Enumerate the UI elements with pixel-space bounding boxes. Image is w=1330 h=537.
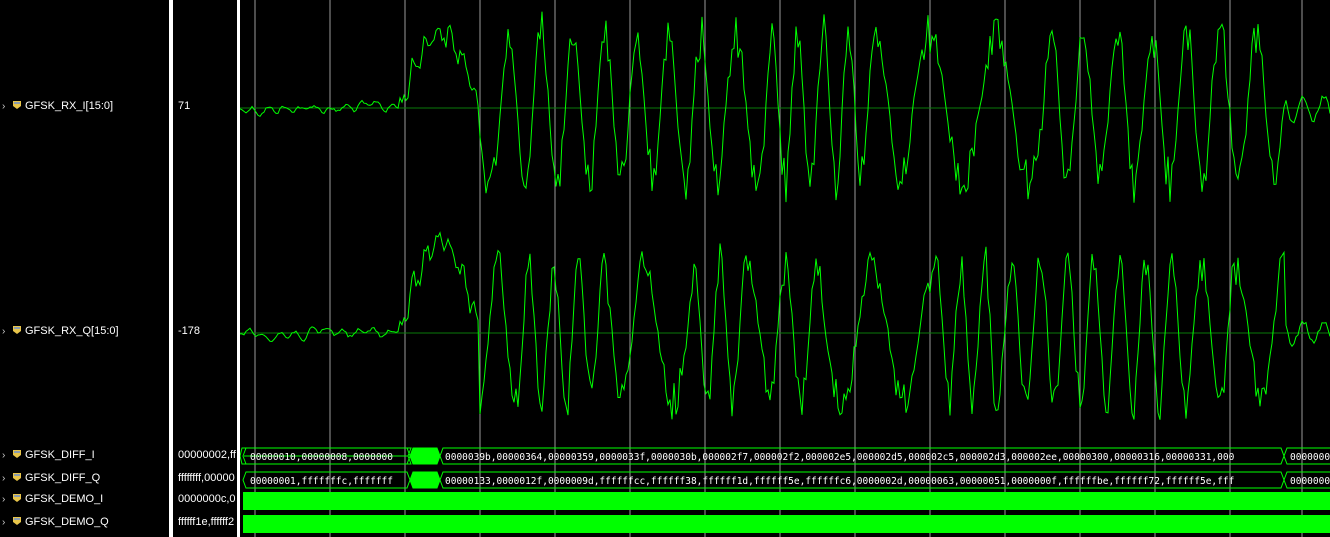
signal-row-gfsk-demo-q[interactable]: › GFSK_DEMO_Q [2,513,167,531]
bus-gfsk-diff-i: 00000010,00000008,0000000 0000039b,00000… [240,447,1330,465]
signal-value: 0000000c,0 [178,493,236,505]
bus-icon [13,450,21,458]
bus-value-label: 00000133,0000012f,0000009d,ffffffcc,ffff… [445,476,1234,487]
signal-name: GFSK_DIFF_Q [25,472,101,484]
chevron-right-icon[interactable]: › [2,101,6,112]
signal-value: ffffff1e,ffffff2 [178,516,235,528]
signal-name: GFSK_DIFF_I [25,449,95,461]
waveform-canvas[interactable]: 00000010,00000008,0000000 0000039b,00000… [240,0,1330,537]
bus-gfsk-demo-q[interactable] [243,515,1330,533]
signal-row-gfsk-rx-i[interactable]: › GFSK_RX_I[15:0] [2,97,167,115]
signal-row-gfsk-diff-i[interactable]: › GFSK_DIFF_I [2,446,167,464]
bus-segment-fill [409,471,441,489]
signal-name: GFSK_RX_Q[15:0] [25,325,119,337]
bus-value-label: 00000010,00000008,0000000 [250,452,393,463]
analog-bus-icon [13,101,21,109]
waveform-viewer[interactable]: 00000010,00000008,0000000 0000039b,00000… [240,0,1330,537]
chevron-right-icon[interactable]: › [2,450,6,461]
waveform-gfsk-rx-i [240,11,1330,203]
column-splitter[interactable] [237,0,240,537]
bus-icon [13,494,21,502]
bus-value-label: 0000039b,00000364,00000359,0000033f,0000… [445,452,1235,463]
signal-row-gfsk-rx-q[interactable]: › GFSK_RX_Q[15:0] [2,322,167,340]
chevron-right-icon[interactable]: › [2,326,6,337]
analog-bus-icon [13,326,21,334]
waveform-gfsk-rx-q [240,231,1330,420]
chevron-right-icon[interactable]: › [2,494,6,505]
bus-icon [13,517,21,525]
bus-value-label: 00000001,fffffffc,fffffff [250,476,393,487]
bus-gfsk-diff-q: 00000001,fffffffc,fffffff 00000133,00000… [242,471,1330,489]
bus-segment[interactable] [1283,447,1330,465]
signal-row-gfsk-diff-q[interactable]: › GFSK_DIFF_Q [2,469,167,487]
bus-segment-fill [409,447,441,465]
bus-gfsk-demo-i[interactable] [243,492,1330,510]
signal-name: GFSK_DEMO_Q [25,516,109,528]
bus-segment[interactable] [1283,471,1330,489]
bus-value-label: 0000000 [1290,476,1330,487]
chevron-right-icon[interactable]: › [2,517,6,528]
signal-value-column: 71 -178 00000002,ff ffffffff,00000 00000… [173,0,237,537]
signal-name: GFSK_RX_I[15:0] [25,100,114,112]
signal-name-column: › GFSK_RX_I[15:0] › GFSK_RX_Q[15:0] › GFSK_… [0,0,169,537]
column-splitter[interactable] [169,0,173,537]
signal-value: ffffffff,00000 [178,472,235,484]
signal-name: GFSK_DEMO_I [25,493,104,505]
bus-value-label: 0000000 [1290,452,1330,463]
chevron-right-icon[interactable]: › [2,473,6,484]
signal-value: 00000002,ff [178,449,236,461]
signal-row-gfsk-demo-i[interactable]: › GFSK_DEMO_I [2,490,167,508]
signal-value: -178 [178,325,201,337]
bus-icon [13,473,21,481]
signal-value: 71 [178,100,191,112]
